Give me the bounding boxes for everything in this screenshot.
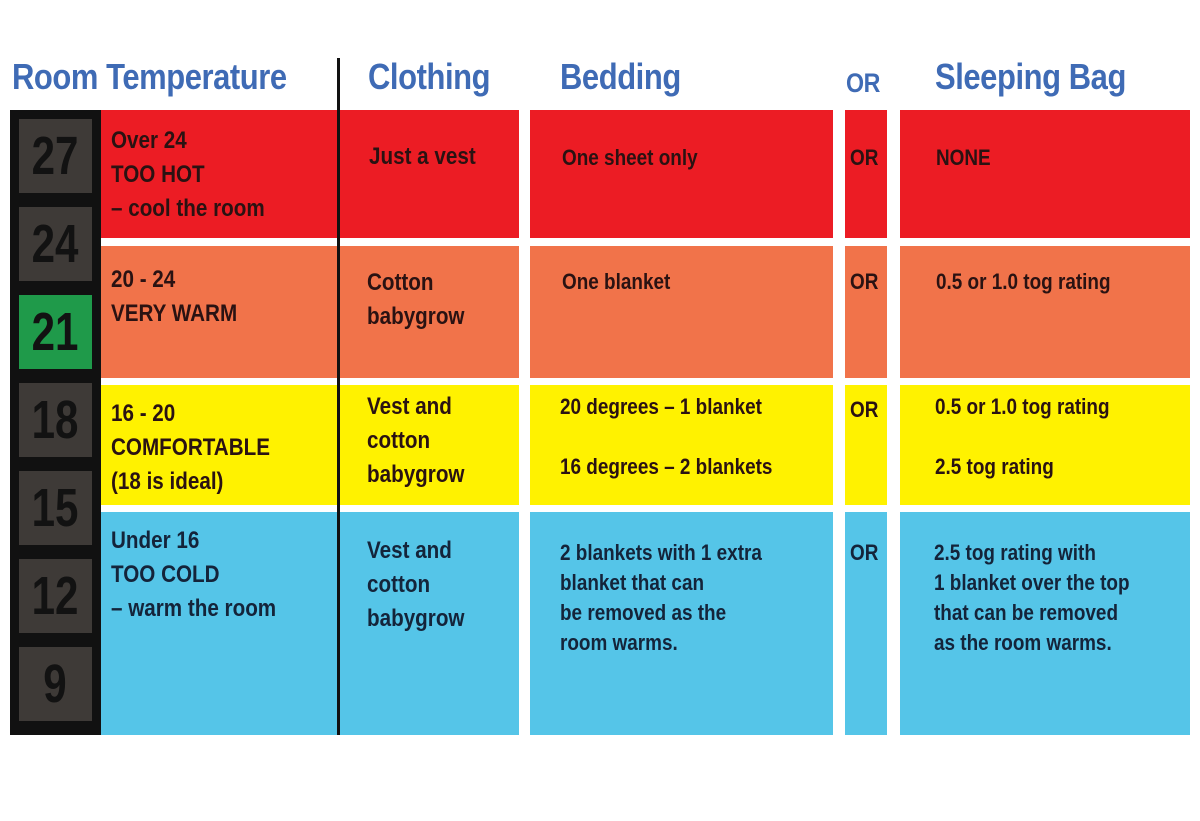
thermometer-value-18: 18 <box>19 383 92 457</box>
sleeping-bag-too-cold: 2.5 tog rating with 1 blanket over the to… <box>900 512 1190 735</box>
header-clothing: Clothing <box>368 56 491 97</box>
clothing-too-hot: Just a vest <box>337 110 519 238</box>
or-too-cold: OR <box>845 512 887 735</box>
thermometer-value-12: 12 <box>19 559 92 633</box>
header-sleeping-bag: Sleeping Bag <box>935 56 1126 97</box>
clothing-too-cold: Vest and cotton babygrow <box>337 512 519 735</box>
bedding-too-hot: One sheet only <box>530 110 833 238</box>
thermometer-value-24: 24 <box>19 207 92 281</box>
header-room-temperature: Room Temperature <box>12 56 287 97</box>
sleeping-bag-comfortable: 0.5 or 1.0 tog rating 2.5 tog rating <box>900 385 1190 505</box>
thermometer-value-21-highlighted: 21 <box>19 295 92 369</box>
header-or: OR <box>846 68 880 98</box>
zone-too-cold: Under 16 TOO COLD – warm the room <box>101 512 337 735</box>
zone-very-warm: 20 - 24 VERY WARM <box>101 246 337 378</box>
zone-comfortable: 16 - 20 COMFORTABLE (18 is ideal) <box>101 385 337 505</box>
zone-too-hot: Over 24 TOO HOT – cool the room <box>101 110 337 238</box>
sleeping-bag-too-hot: NONE <box>900 110 1190 238</box>
thermometer-value-27: 27 <box>19 119 92 193</box>
clothing-very-warm: Cotton babygrow <box>337 246 519 378</box>
or-comfortable: OR <box>845 385 887 505</box>
thermometer-value-9: 9 <box>19 647 92 721</box>
or-too-hot: OR <box>845 110 887 238</box>
bedding-very-warm: One blanket <box>530 246 833 378</box>
bedding-comfortable: 20 degrees – 1 blanket 16 degrees – 2 bla… <box>530 385 833 505</box>
thermometer-value-15: 15 <box>19 471 92 545</box>
thermometer-strip: 27 24 21 18 15 12 9 <box>10 110 101 735</box>
sleeping-bag-very-warm: 0.5 or 1.0 tog rating <box>900 246 1190 378</box>
or-very-warm: OR <box>845 246 887 378</box>
column-divider <box>337 58 340 735</box>
bedding-too-cold: 2 blankets with 1 extra blanket that can b… <box>530 512 833 735</box>
header-bedding: Bedding <box>560 56 681 97</box>
clothing-comfortable: Vest and cotton babygrow <box>337 385 519 505</box>
